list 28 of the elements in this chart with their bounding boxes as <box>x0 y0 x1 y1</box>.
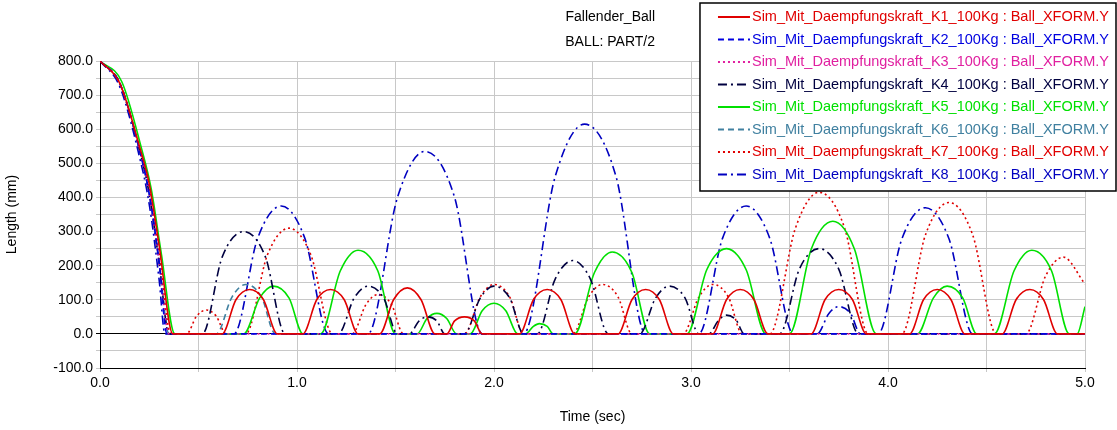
legend-label: Sim_Mit_Daempfungskraft_K4_100Kg : Ball_XFORM.Y <box>751 75 1110 92</box>
x-tick-label: 3.0 <box>681 374 701 391</box>
chart-subtitle: BALL: PART/2 <box>565 32 656 49</box>
y-tick-label: 800.0 <box>57 51 94 68</box>
y-tick-label: -100.0 <box>53 358 94 375</box>
legend-label: Sim_Mit_Daempfungskraft_K2_100Kg : Ball_XFORM.Y <box>751 30 1110 47</box>
x-axis-title: Time (sec) <box>559 408 626 425</box>
y-tick-label: 700.0 <box>57 85 94 102</box>
y-tick-label: 100.0 <box>57 290 94 307</box>
y-tick-label: 600.0 <box>57 120 94 137</box>
legend-label: Sim_Mit_Daempfungskraft_K5_100Kg : Ball_XFORM.Y <box>751 98 1110 114</box>
legend-label: Sim_Mit_Daempfungskraft_K3_100Kg : Ball_XFORM.Y <box>751 53 1110 69</box>
y-tick-label: 500.0 <box>57 154 94 171</box>
legend-label: Sim_Mit_Daempfungskraft_K8_100Kg : Ball_XFORM.Y <box>751 165 1110 182</box>
x-tick-label: 5.0 <box>1075 374 1095 391</box>
legend-label: Sim_Mit_Daempfungskraft_K1_100Kg : Ball_XFORM.Y <box>751 8 1110 24</box>
y-tick-label: 300.0 <box>57 222 94 239</box>
x-tick-label: 2.0 <box>484 374 504 391</box>
y-tick-label: 400.0 <box>57 188 94 205</box>
x-tick-label: 4.0 <box>878 374 898 391</box>
y-axis-title: Length (mm) <box>3 174 20 255</box>
legend-label: Sim_Mit_Daempfungskraft_K7_100Kg : Ball_XFORM.Y <box>751 143 1110 159</box>
legend-label: Sim_Mit_Daempfungskraft_K6_100Kg : Ball_XFORM.Y <box>751 120 1110 137</box>
x-tick-label: 1.0 <box>287 374 307 391</box>
y-tick-label: 200.0 <box>57 256 94 273</box>
x-tick-label: 0.0 <box>90 374 110 391</box>
y-tick-label: 0.0 <box>73 324 94 341</box>
chart-title: Fallender_Ball <box>565 7 655 24</box>
